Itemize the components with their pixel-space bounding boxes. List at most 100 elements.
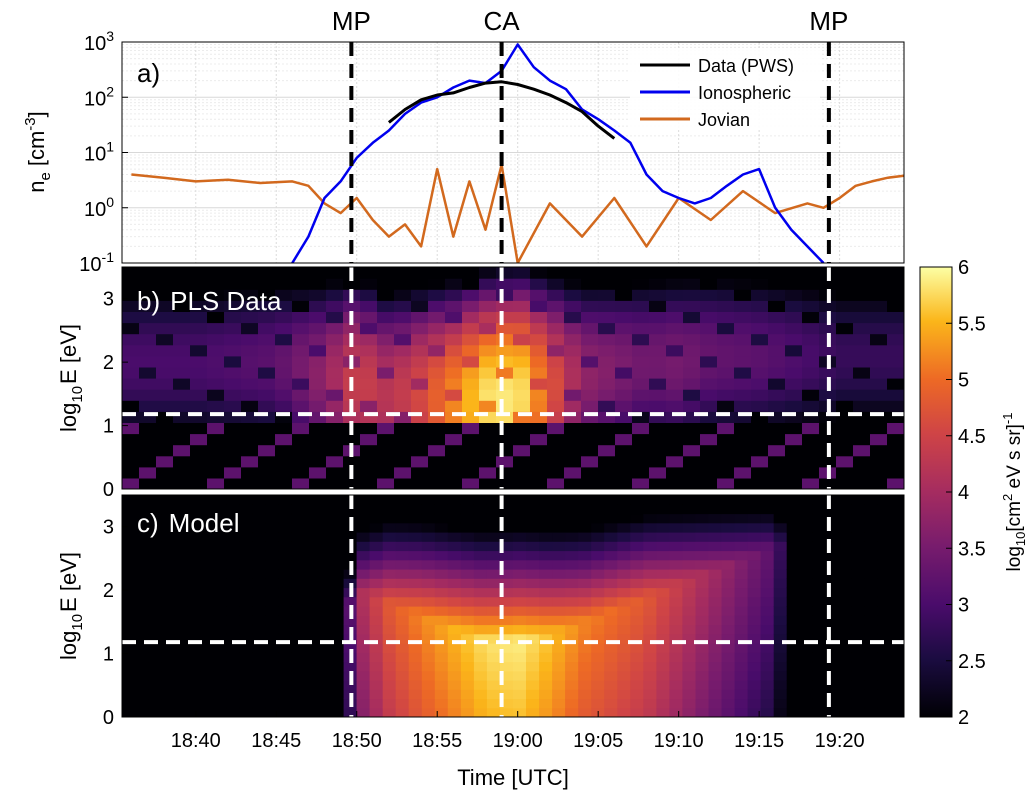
heatmap-cell [135, 624, 149, 635]
heatmap-cell [369, 670, 384, 681]
heatmap-cell [122, 300, 140, 312]
heatmap-cell [460, 670, 475, 681]
heatmap-cell [174, 707, 188, 717]
heatmap-cell [394, 322, 412, 335]
heatmap-cell [552, 550, 566, 561]
heatmap-cell [382, 680, 397, 690]
heatmap-cell [656, 689, 670, 700]
heatmap-cell [330, 578, 345, 589]
heatmap-cell [408, 680, 423, 690]
heatmap-cell [224, 389, 242, 401]
heatmap-cell [643, 578, 657, 589]
heatmap-cell [258, 267, 276, 279]
heatmap-cell [462, 444, 480, 457]
heatmap-cell [768, 267, 786, 279]
heatmap-cell [156, 389, 174, 401]
heatmap-cell [695, 504, 710, 515]
heatmap-cell [799, 698, 814, 709]
heatmap-cell [632, 355, 650, 368]
heatmap-cell [721, 689, 736, 700]
heatmap-cell [174, 596, 188, 607]
heatmap-cell [751, 311, 769, 324]
heatmap-cell [825, 633, 840, 644]
heatmap-cell [139, 333, 157, 346]
heatmap-cell [161, 689, 175, 700]
heatmap-cell [773, 606, 788, 616]
heatmap-cell [275, 422, 293, 435]
heatmap-cell [581, 444, 599, 457]
heatmap-cell [421, 504, 436, 515]
heatmap-cell [226, 513, 240, 524]
heatmap-cell [421, 624, 436, 635]
x-tick-label: 19:05 [573, 730, 623, 752]
heatmap-cell [513, 680, 527, 690]
heatmap-cell [174, 541, 188, 552]
heatmap-cell [486, 624, 501, 635]
heatmap-cell [643, 633, 657, 644]
heatmap-cell [565, 550, 579, 561]
heatmap-cell [734, 550, 749, 561]
heatmap-cell [825, 532, 840, 542]
heatmap-cell [877, 495, 892, 505]
heatmap-cell [669, 541, 683, 552]
heatmap-cell [479, 267, 497, 279]
heatmap-cell [643, 643, 657, 653]
heatmap-cell [496, 267, 514, 279]
heatmap-cell [630, 698, 644, 709]
heatmap-cell [643, 606, 657, 616]
heatmap-cell [591, 680, 605, 690]
marker-label-ca: CA [484, 6, 521, 36]
heatmap-cell [617, 596, 631, 607]
heatmap-cell [161, 522, 175, 533]
heatmap-cell [751, 400, 769, 412]
heatmap-cell [630, 661, 644, 672]
heatmap-cell [853, 466, 871, 479]
legend-label-pws: Data (PWS) [698, 56, 794, 76]
heatmap-cell [564, 355, 582, 368]
heatmap-cell [812, 532, 827, 542]
heatmap-cell [265, 633, 279, 644]
heatmap-cell [870, 311, 888, 324]
heatmap-cell [161, 550, 175, 561]
heatmap-cell [265, 698, 279, 709]
heatmap-cell [682, 495, 696, 505]
heatmap-cell [462, 400, 480, 412]
heatmap-cell [643, 495, 657, 505]
heatmap-cell [462, 433, 480, 446]
heatmap-cell [252, 495, 266, 505]
heatmap-cell [291, 569, 305, 579]
heatmap-cell [799, 680, 814, 690]
heatmap-cell [734, 532, 749, 542]
heatmap-cell [122, 652, 136, 663]
heatmap-cell [552, 633, 566, 644]
heatmap-cell [887, 433, 904, 446]
heatmap-cell [395, 680, 410, 690]
heatmap-cell [486, 550, 501, 561]
heatmap-cell [174, 689, 188, 700]
heatmap-cell [802, 455, 820, 468]
heatmap-cell [695, 633, 710, 644]
heatmap-cell [486, 541, 501, 552]
heatmap-cell [173, 466, 191, 479]
heatmap-cell [207, 455, 225, 468]
heatmap-cell [682, 596, 696, 607]
heatmap-cell [330, 624, 345, 635]
heatmap-cell [581, 322, 599, 335]
heatmap-cell [265, 606, 279, 616]
heatmap-cell [496, 433, 514, 446]
heatmap-cell [682, 661, 696, 672]
heatmap-cell [330, 532, 345, 542]
heatmap-cell [760, 587, 775, 598]
heatmap-cell [656, 569, 670, 579]
heatmap-cell [547, 333, 565, 346]
heatmap-cell [717, 455, 735, 468]
colorbar-tick-label: 4 [958, 482, 969, 504]
heatmap-cell [122, 355, 140, 368]
heatmap-cell [356, 661, 371, 672]
heatmap-cell [122, 698, 136, 709]
heatmap-cell [135, 652, 149, 663]
heatmap-cell [369, 578, 384, 589]
heatmap-cell [649, 300, 667, 312]
heatmap-cell [513, 400, 531, 412]
heatmap-cell [887, 366, 904, 379]
